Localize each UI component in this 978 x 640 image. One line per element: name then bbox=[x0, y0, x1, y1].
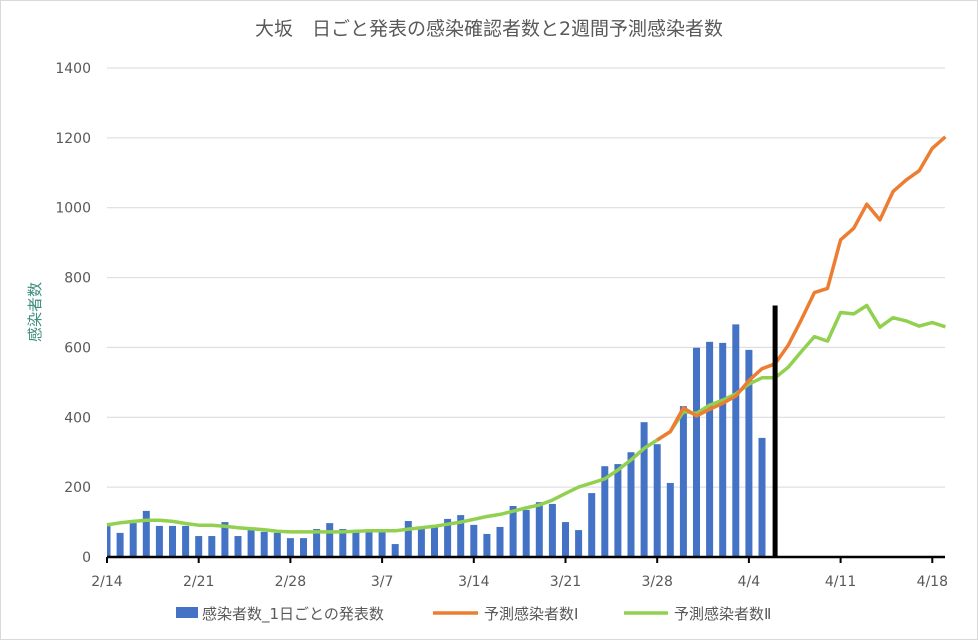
bar bbox=[417, 526, 425, 557]
bar bbox=[313, 529, 321, 557]
legend-item-forecast-2: 予測感染者数Ⅱ bbox=[624, 605, 771, 623]
bar bbox=[107, 523, 111, 557]
bar bbox=[129, 523, 137, 557]
legend-label-forecast-2: 予測感染者数Ⅱ bbox=[674, 605, 771, 623]
bar bbox=[640, 422, 648, 557]
bar bbox=[142, 510, 150, 557]
gridlines bbox=[107, 67, 945, 488]
bar bbox=[365, 531, 373, 557]
bar bbox=[431, 526, 438, 557]
x-tick-label: 2/28 bbox=[275, 574, 306, 590]
bar bbox=[444, 518, 452, 557]
bar bbox=[182, 525, 190, 557]
legend-swatch-bars bbox=[176, 607, 198, 618]
x-tick-label: 4/4 bbox=[738, 574, 761, 590]
bar bbox=[601, 466, 609, 557]
bar bbox=[457, 515, 465, 557]
x-tick-label: 3/21 bbox=[550, 574, 581, 590]
bar bbox=[627, 452, 635, 557]
y-axis-label: 感染者数 bbox=[26, 282, 44, 342]
bar bbox=[706, 341, 714, 557]
bar bbox=[693, 347, 700, 557]
bar bbox=[758, 437, 766, 557]
bar bbox=[300, 538, 307, 557]
bar bbox=[221, 522, 229, 557]
y-tick-label: 400 bbox=[64, 410, 91, 426]
x-tick-label: 4/18 bbox=[917, 574, 948, 590]
legend-label-forecast-1: 予測感染者数Ⅰ bbox=[484, 605, 578, 623]
bar bbox=[169, 525, 176, 557]
y-tick-label: 1000 bbox=[55, 201, 91, 217]
bar bbox=[352, 531, 360, 557]
bar bbox=[666, 482, 674, 557]
legend: 感染者数_1日ごとの発表数 予測感染者数Ⅰ 予測感染者数Ⅱ bbox=[176, 605, 771, 624]
bar bbox=[483, 533, 491, 557]
legend-item-bars: 感染者数_1日ごとの発表数 bbox=[176, 605, 384, 624]
x-tick-label: 4/11 bbox=[825, 574, 856, 590]
x-tick-label: 3/7 bbox=[371, 574, 394, 590]
chart-title: 大坂 日ごと発表の感染確認者数と2週間予測感染者数 bbox=[255, 18, 723, 40]
line-forecast-2 bbox=[106, 303, 946, 534]
bar bbox=[562, 522, 569, 557]
bar bbox=[339, 529, 347, 557]
x-tick-label: 3/14 bbox=[458, 574, 490, 590]
bar bbox=[679, 406, 687, 557]
bar bbox=[247, 530, 255, 557]
bar bbox=[719, 342, 727, 557]
bar bbox=[509, 506, 517, 557]
y-tick-label: 1200 bbox=[55, 131, 91, 147]
y-tick-labels: 0 200 400 600 800 1000 1200 1400 bbox=[55, 61, 91, 566]
bar bbox=[195, 536, 203, 557]
x-tick-label: 2/21 bbox=[183, 574, 214, 590]
bar bbox=[535, 502, 543, 557]
line-series bbox=[106, 135, 947, 534]
bar bbox=[273, 532, 281, 557]
bar bbox=[208, 536, 216, 557]
bar bbox=[653, 444, 661, 557]
y-tick-label: 1400 bbox=[55, 61, 91, 77]
bar bbox=[234, 536, 242, 557]
line-forecast-1 bbox=[656, 135, 947, 442]
bar bbox=[522, 509, 530, 557]
bar bbox=[548, 503, 556, 557]
legend-label-bars: 感染者数_1日ごとの発表数 bbox=[202, 605, 384, 624]
bar bbox=[286, 538, 294, 557]
bar bbox=[378, 530, 386, 557]
bar bbox=[404, 521, 412, 557]
y-tick-label: 200 bbox=[64, 480, 91, 496]
legend-item-forecast-1: 予測感染者数Ⅰ bbox=[433, 605, 578, 623]
x-axis: 2/14 2/21 2/28 3/7 3/14 3/21 3/28 4/4 4/11 4/18 bbox=[91, 555, 948, 590]
bar bbox=[732, 324, 740, 557]
bar-series bbox=[107, 324, 766, 557]
y-tick-label: 800 bbox=[64, 271, 91, 287]
bar bbox=[326, 523, 334, 557]
x-tick-label: 3/28 bbox=[641, 574, 672, 590]
bar bbox=[614, 464, 622, 557]
bar bbox=[588, 493, 596, 557]
bar bbox=[260, 531, 268, 557]
bar bbox=[470, 524, 478, 557]
y-tick-label: 600 bbox=[64, 340, 91, 356]
x-tick-label: 2/14 bbox=[91, 574, 123, 590]
y-tick-label: 0 bbox=[82, 550, 91, 566]
bar bbox=[116, 532, 124, 557]
bar bbox=[745, 349, 753, 557]
bar bbox=[575, 530, 583, 557]
bar bbox=[155, 525, 163, 557]
bar bbox=[496, 526, 504, 557]
bar bbox=[391, 544, 399, 557]
